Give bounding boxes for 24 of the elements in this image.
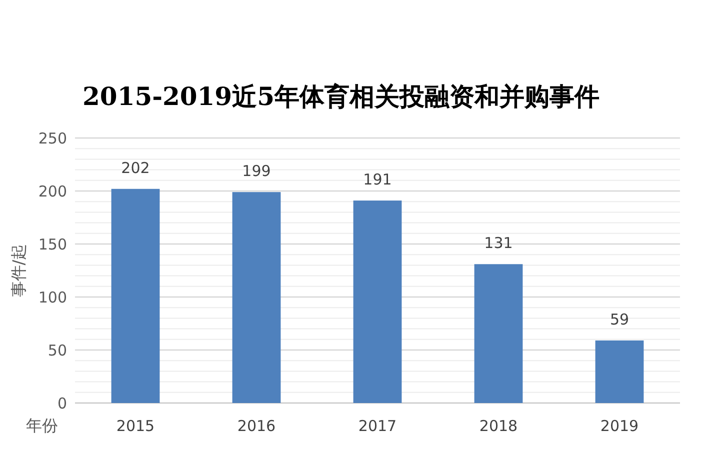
data-label: 191 bbox=[363, 170, 392, 189]
y-tick-label: 100 bbox=[38, 288, 67, 306]
x-tick-label: 2019 bbox=[600, 417, 639, 435]
y-tick-label: 200 bbox=[38, 182, 67, 200]
y-tick-label: 50 bbox=[48, 341, 67, 360]
x-axis-title: 年份 bbox=[26, 416, 58, 435]
data-label: 59 bbox=[610, 310, 630, 328]
y-axis-title: 事件/起 bbox=[9, 244, 28, 298]
bar bbox=[232, 192, 281, 403]
bar bbox=[353, 200, 402, 403]
data-label: 199 bbox=[242, 162, 271, 180]
bar bbox=[474, 264, 523, 403]
chart-title: 2015-2019近5年体育相关投融资和并购事件 bbox=[82, 82, 600, 111]
x-tick-label: 2017 bbox=[358, 417, 397, 435]
x-tick-label: 2015 bbox=[116, 417, 155, 435]
bar bbox=[595, 340, 644, 403]
y-tick-label: 0 bbox=[57, 394, 67, 412]
x-tick-label: 2018 bbox=[479, 417, 518, 435]
x-tick-label: 2016 bbox=[237, 417, 276, 435]
data-label: 202 bbox=[121, 158, 150, 177]
data-label: 131 bbox=[484, 234, 513, 252]
bar bbox=[111, 188, 160, 403]
y-tick-label: 250 bbox=[38, 129, 67, 148]
y-tick-label: 150 bbox=[38, 235, 67, 254]
